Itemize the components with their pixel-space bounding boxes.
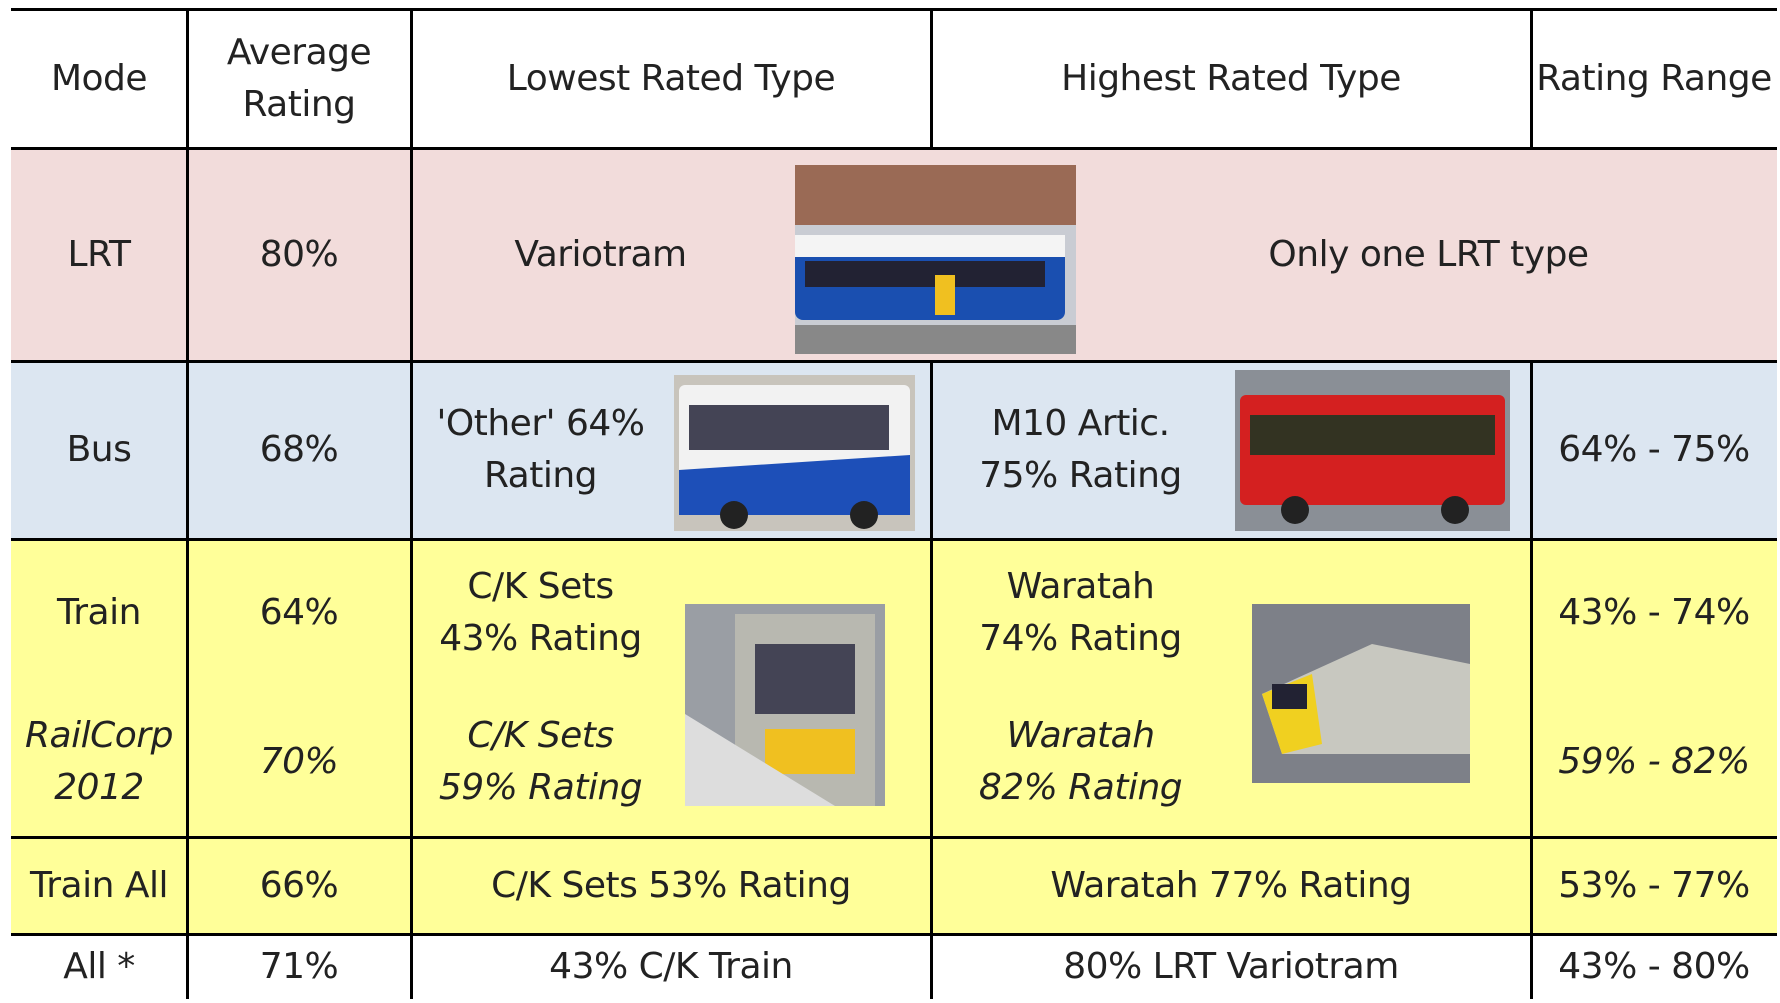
column-border (929, 9, 933, 148)
cell-text: 43% - 74% (1558, 592, 1750, 633)
cell-text: 80% (259, 233, 339, 275)
cell-text: C/K Sets (467, 566, 614, 607)
cell-text: 82% Rating (978, 767, 1183, 808)
cell: 53% - 77% (1531, 837, 1777, 934)
cell-text: 'Other' 64% (436, 403, 645, 444)
tram-photo (795, 165, 1076, 354)
cell-text: Only one LRT type (1268, 233, 1589, 275)
cell-text: 59% Rating (438, 767, 643, 808)
cell: Train All (11, 837, 187, 934)
cell-text: Waratah 77% Rating (1050, 864, 1412, 906)
cell: 59% - 82% (1531, 687, 1777, 837)
cell: All * (11, 934, 187, 999)
cell: LRT (11, 148, 187, 361)
cell: Lowest Rated Type (411, 9, 931, 148)
cell: Only one LRT type (1080, 148, 1777, 361)
cell-text: Rating (483, 455, 598, 496)
row-border (11, 537, 1777, 541)
cell: C/K Sets 43% Rating (411, 539, 670, 687)
bus-photo (674, 375, 915, 531)
cell: Waratah 77% Rating (931, 837, 1531, 934)
cell: M10 Artic. 75% Rating (931, 361, 1230, 539)
row-border (11, 932, 1777, 936)
cell: Rating Range (1531, 9, 1777, 148)
waratah-train-photo (1252, 604, 1470, 783)
artic-bus-photo (1235, 370, 1510, 531)
cell-text: Train All (30, 864, 168, 906)
cell-text: 2012 (54, 767, 144, 808)
cell-text: Train (57, 592, 141, 633)
cell-text: Rating (242, 83, 356, 125)
cell-text: M10 Artic. (991, 403, 1170, 444)
cell: Highest Rated Type (931, 9, 1531, 148)
cell: Waratah 82% Rating (931, 687, 1230, 837)
cell-text: 66% (259, 864, 339, 906)
cell-text: 64% - 75% (1558, 429, 1750, 470)
cell: 64% - 75% (1531, 361, 1777, 539)
cell: 70% (187, 687, 411, 837)
cell: 'Other' 64% Rating (411, 361, 670, 539)
ck-train-photo (685, 604, 885, 806)
cell-text: Variotram (514, 233, 687, 275)
cell-text: Mode (50, 57, 148, 99)
cell: 71% (187, 934, 411, 999)
cell: Variotram (411, 148, 790, 361)
cell: C/K Sets 59% Rating (411, 687, 670, 837)
column-border (185, 9, 189, 999)
cell: C/K Sets 53% Rating (411, 837, 931, 934)
cell-text: Bus (66, 429, 132, 470)
cell-text: 64% (259, 592, 339, 633)
cell-text: Average (226, 31, 372, 73)
cell-text: All * (63, 945, 135, 987)
cell-text: LRT (67, 233, 131, 275)
row-border (11, 7, 1777, 11)
cell-text: 74% Rating (979, 618, 1182, 659)
cell: 80% (187, 148, 411, 361)
cell-text: 70% (259, 741, 339, 782)
cell-text: 75% Rating (979, 455, 1182, 496)
cell-text: 43% C/K Train (549, 945, 793, 987)
cell-text: 43% Rating (439, 618, 642, 659)
cell: 80% LRT Variotram (931, 934, 1531, 999)
cell: 64% (187, 539, 411, 687)
cell-text: 43% - 80% (1558, 945, 1750, 987)
cell: 43% - 80% (1531, 934, 1777, 999)
cell: 43% C/K Train (411, 934, 931, 999)
cell-text: 53% - 77% (1558, 864, 1750, 906)
cell-text: Lowest Rated Type (506, 57, 836, 99)
cell-text: Waratah (1006, 715, 1155, 756)
cell-text: Highest Rated Type (1061, 57, 1401, 99)
column-border (409, 9, 413, 999)
cell-text: Rating Range (1536, 57, 1772, 99)
cell: Average Rating (187, 9, 411, 148)
row-border (11, 359, 1777, 363)
row-border (11, 835, 1777, 839)
row-background (11, 539, 1777, 934)
row-border (11, 146, 1777, 150)
cell: Bus (11, 361, 187, 539)
cell: Train (11, 539, 187, 687)
cell-text: 59% - 82% (1558, 741, 1750, 782)
cell-text: C/K Sets 53% Rating (491, 864, 851, 906)
cell: Mode (11, 9, 187, 148)
cell-text: RailCorp (25, 715, 173, 756)
cell: Waratah 74% Rating (931, 539, 1230, 687)
column-border (929, 361, 933, 999)
cell: RailCorp 2012 (11, 687, 187, 837)
cell: 43% - 74% (1531, 539, 1777, 687)
cell-text: Waratah (1006, 566, 1155, 607)
column-border (1529, 361, 1533, 999)
column-border (1529, 9, 1533, 148)
cell: 66% (187, 837, 411, 934)
cell-text: 80% LRT Variotram (1063, 945, 1399, 987)
cell-text: 71% (259, 945, 339, 987)
cell: 68% (187, 361, 411, 539)
cell-text: C/K Sets (467, 715, 614, 756)
cell-text: 68% (259, 429, 339, 470)
